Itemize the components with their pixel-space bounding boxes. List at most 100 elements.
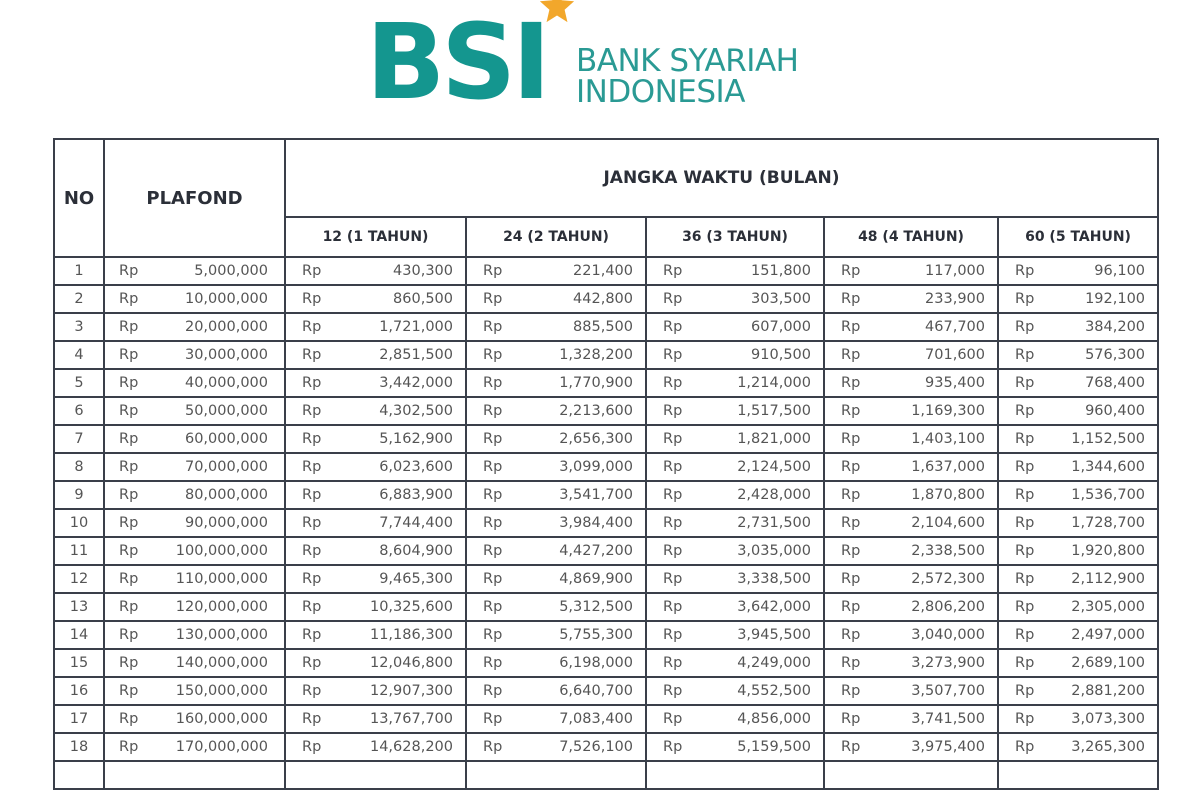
amount: 2,112,900 [1071,571,1146,587]
plafond-cell: Rp 150,000,000 [103,676,286,706]
amount: 3,035,000 [737,543,811,559]
amount: 80,000,000 [184,487,268,503]
logo-line-1: BANK SYARIAH [576,43,799,79]
amount: 90,000,000 [184,515,268,531]
currency-label: Rp [302,515,322,531]
currency-label: Rp [119,683,139,699]
installment-cell: Rp 3,338,500 [645,564,825,594]
row-number: 1 [53,256,105,286]
amount: 6,883,900 [379,487,453,503]
installment-cell: Rp 12,907,300 [284,676,467,706]
installment-cell: Rp 4,869,900 [465,564,647,594]
plafond-cell: Rp 10,000,000 [103,284,286,314]
amount: 2,104,600 [911,515,985,531]
currency-label: Rp [841,403,861,419]
installment-cell: Rp 2,572,300 [823,564,999,594]
currency-label: Rp [663,627,683,643]
installment-cell: Rp 2,213,600 [465,396,647,426]
amount: 7,744,400 [379,515,453,531]
installment-cell: Rp 885,500 [465,312,647,342]
currency-label: Rp [1015,599,1035,615]
currency-label: Rp [663,515,683,531]
installment-cell: Rp 14,628,200 [284,732,467,762]
currency-label: Rp [119,319,139,335]
installment-cell: Rp 4,249,000 [645,648,825,678]
currency-label: Rp [302,487,322,503]
currency-label: Rp [483,291,503,307]
header-term: 48 (4 TAHUN) [823,216,999,258]
installment-cell: Rp 4,427,200 [465,536,647,566]
amount: 1,403,100 [911,431,985,447]
amount: 3,040,000 [911,627,985,643]
row-number: 6 [53,396,105,426]
amount: 1,728,700 [1071,515,1146,531]
currency-label: Rp [483,571,503,587]
row-number: 9 [53,480,105,510]
plafond-cell: Rp 60,000,000 [103,424,286,454]
row-number: 8 [53,452,105,482]
currency-label: Rp [302,711,322,727]
installment-table: NO PLAFOND JANGKA WAKTU (BULAN) 12 (1 TA… [53,138,1160,790]
installment-cell: Rp 6,023,600 [284,452,467,482]
installment-cell: Rp 384,200 [996,312,1160,342]
amount: 5,000,000 [194,263,268,279]
amount: 7,083,400 [559,711,633,727]
currency-label: Rp [663,655,683,671]
installment-cell: Rp 2,689,100 [996,648,1160,678]
currency-label: Rp [119,403,139,419]
bsi-logo: BSI BANK SYARIAH INDONESIA [366,0,866,125]
currency-label: Rp [483,599,503,615]
currency-label: Rp [483,375,503,391]
currency-label: Rp [841,487,861,503]
amount: 384,200 [1085,319,1146,335]
amount: 60,000,000 [184,431,268,447]
currency-label: Rp [302,543,322,559]
amount: 4,869,900 [559,571,633,587]
currency-label: Rp [119,599,139,615]
logo-line-2: INDONESIA [576,74,745,110]
currency-label: Rp [302,655,322,671]
amount: 3,099,000 [559,459,633,475]
amount: 130,000,000 [175,627,268,643]
amount: 7,526,100 [559,739,633,755]
amount: 2,428,000 [737,487,811,503]
logo-text: BANK SYARIAH INDONESIA [576,43,799,110]
amount: 885,500 [573,319,633,335]
amount: 2,305,000 [1071,599,1146,615]
currency-label: Rp [302,319,322,335]
installment-cell: Rp 11,186,300 [284,620,467,650]
amount: 6,198,000 [559,655,633,671]
table-row: 13 Rp 120,000,000 Rp 10,325,600 Rp 5,312,500 Rp… [53,592,1160,622]
amount: 9,465,300 [379,571,453,587]
row-number: 16 [53,676,105,706]
amount: 70,000,000 [184,459,268,475]
amount: 1,152,500 [1071,431,1146,447]
currency-label: Rp [1015,739,1035,755]
table-row: 11 Rp 100,000,000 Rp 8,604,900 Rp 4,427,200 Rp 3… [53,536,1160,566]
installment-cell: Rp 3,073,300 [996,704,1160,734]
installment-cell: Rp 10,325,600 [284,592,467,622]
amount: 2,572,300 [911,571,985,587]
currency-label: Rp [302,375,322,391]
table-cell [465,760,647,790]
currency-label: Rp [1015,319,1035,335]
amount: 151,800 [751,263,811,279]
plafond-cell: Rp 80,000,000 [103,480,286,510]
table-row: 9 Rp 80,000,000 Rp 6,883,900 Rp 3,541,700 Rp 2,4… [53,480,1160,510]
currency-label: Rp [663,263,683,279]
amount: 2,213,600 [559,403,633,419]
amount: 10,325,600 [369,599,453,615]
currency-label: Rp [663,347,683,363]
amount: 96,100 [1094,263,1146,279]
row-number: 13 [53,592,105,622]
installment-cell: Rp 4,552,500 [645,676,825,706]
amount: 1,214,000 [737,375,811,391]
currency-label: Rp [663,571,683,587]
plafond-cell: Rp 140,000,000 [103,648,286,678]
amount: 2,806,200 [911,599,985,615]
row-number: 7 [53,424,105,454]
installment-cell: Rp 768,400 [996,368,1160,398]
currency-label: Rp [841,599,861,615]
plafond-cell: Rp 40,000,000 [103,368,286,398]
plafond-cell: Rp 30,000,000 [103,340,286,370]
